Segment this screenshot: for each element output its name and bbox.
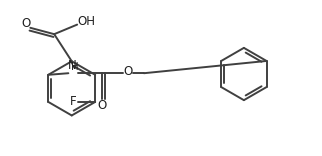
Text: H: H	[71, 62, 79, 72]
Text: F: F	[70, 95, 77, 108]
Text: N: N	[68, 59, 77, 72]
Text: O: O	[98, 99, 107, 112]
Text: O: O	[22, 17, 31, 29]
Text: O: O	[124, 65, 133, 78]
Text: OH: OH	[77, 15, 95, 28]
